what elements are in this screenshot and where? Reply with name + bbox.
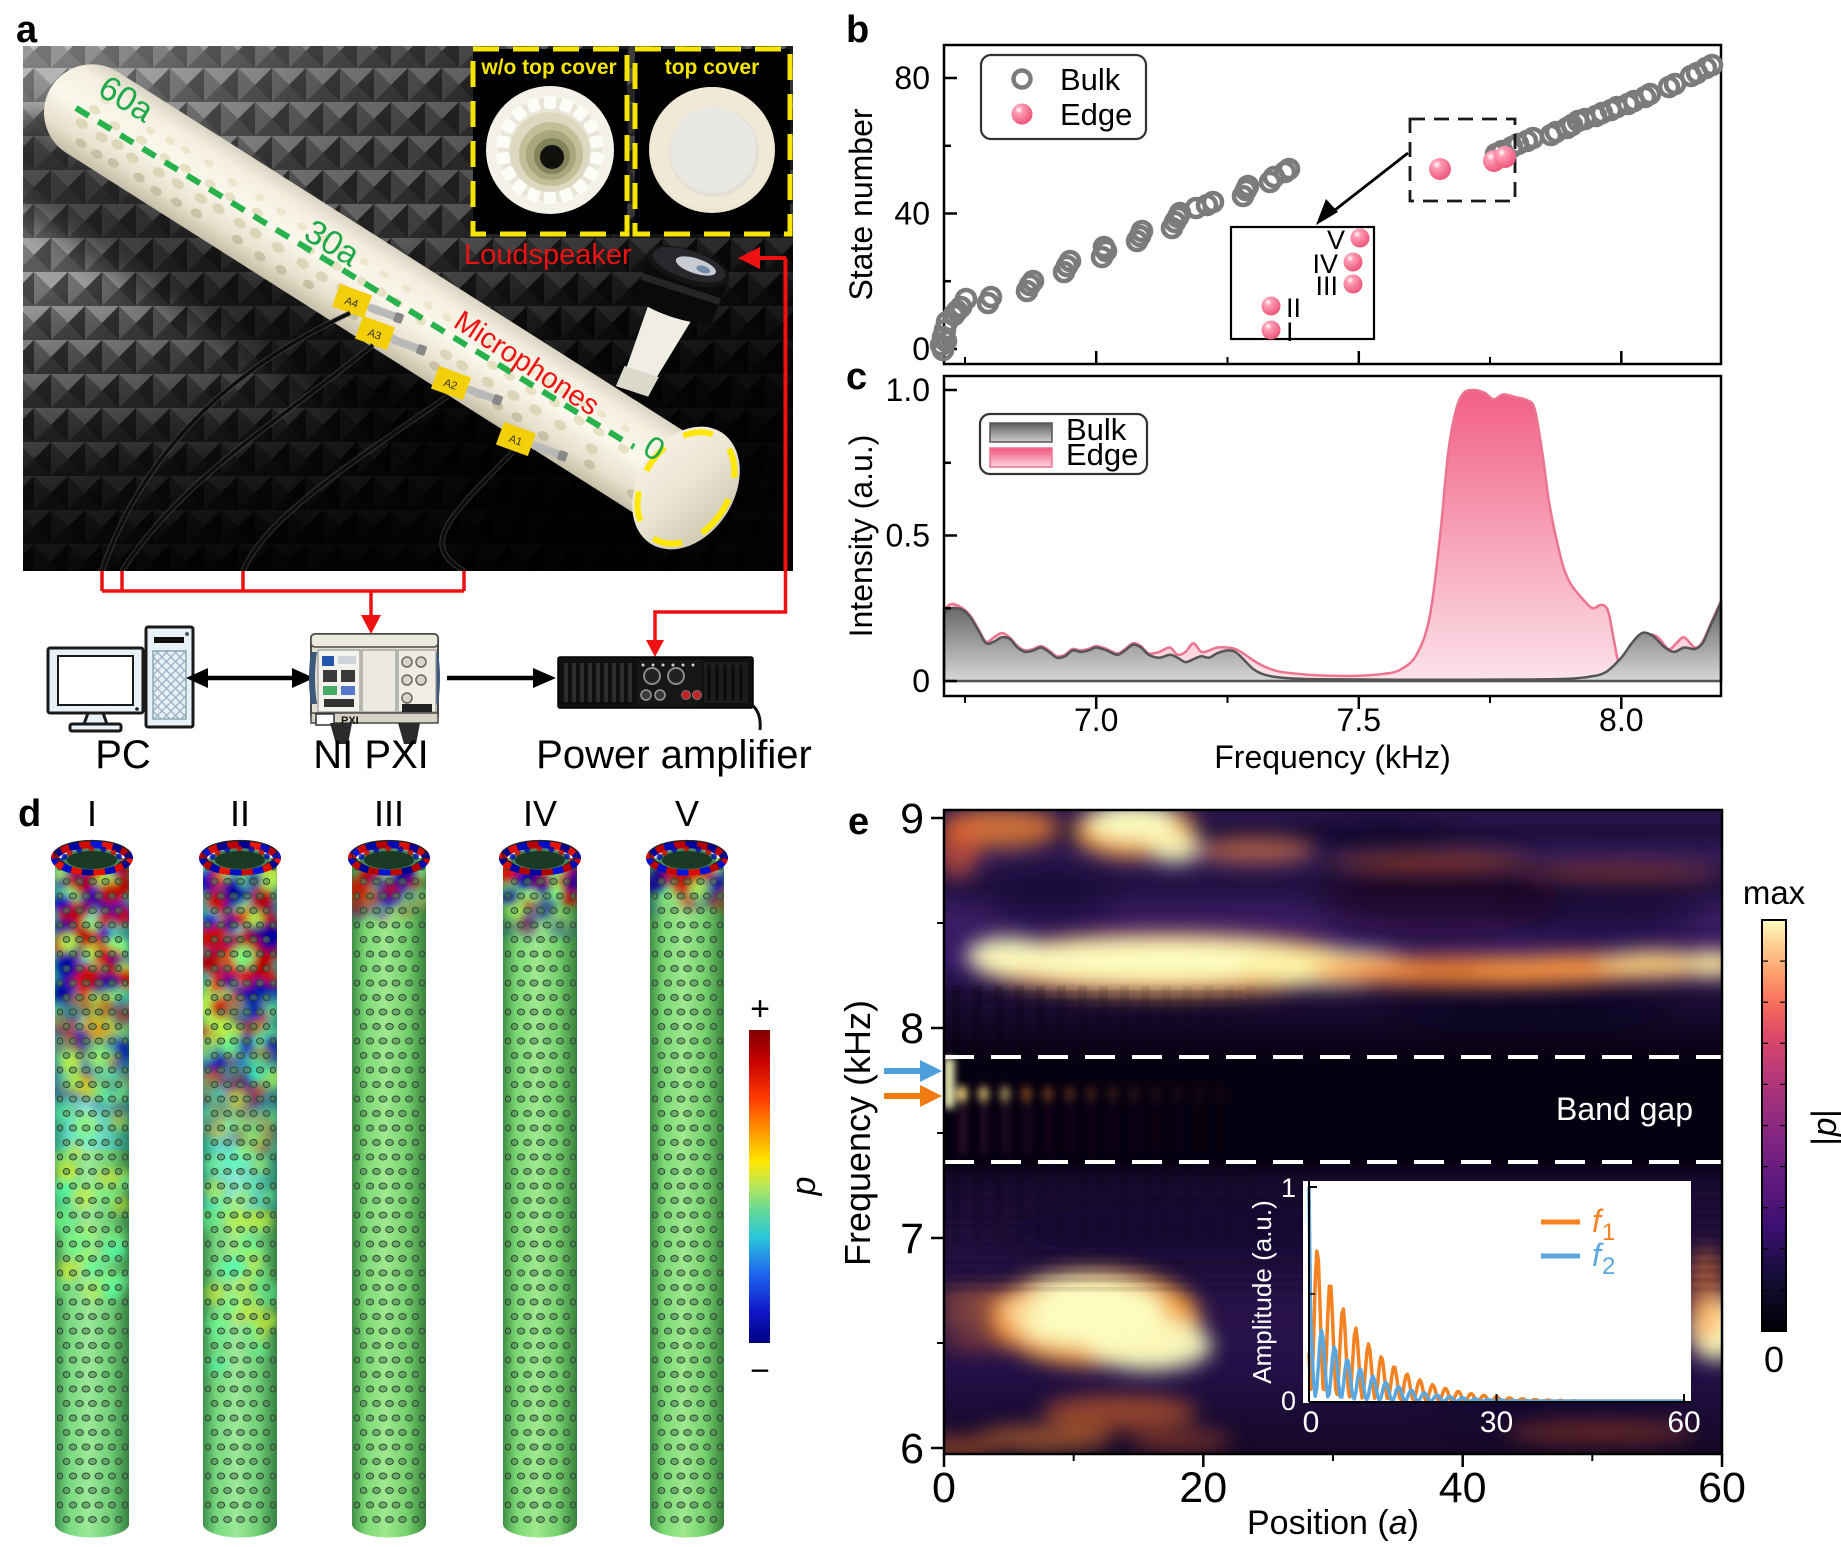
svg-text:Frequency (kHz): Frequency (kHz)	[1214, 739, 1451, 775]
svg-text:0: 0	[912, 331, 930, 367]
svg-text:Frequency (kHz): Frequency (kHz)	[837, 1000, 878, 1266]
svg-text:Bulk: Bulk	[1060, 62, 1121, 97]
svg-text:d: d	[789, 1177, 827, 1197]
svg-text:a: a	[16, 9, 38, 51]
svg-text:0: 0	[932, 1464, 956, 1512]
svg-text:Amplitude (a.u.): Amplitude (a.u.)	[1247, 1200, 1277, 1384]
svg-text:NI PXI: NI PXI	[313, 733, 429, 777]
svg-text:60: 60	[1667, 1406, 1700, 1439]
svg-text:II: II	[230, 793, 250, 834]
svg-text:A4: A4	[343, 295, 360, 311]
svg-text:0: 0	[1764, 1339, 1784, 1380]
svg-text:max: max	[1743, 874, 1806, 911]
svg-text:d: d	[18, 793, 41, 835]
svg-text:7: 7	[900, 1215, 924, 1263]
svg-text:IV: IV	[523, 793, 557, 834]
svg-text:b: b	[846, 9, 869, 51]
svg-text:|d|: |d|	[1810, 1109, 1841, 1146]
svg-text:V: V	[1327, 225, 1345, 255]
svg-text:A2: A2	[442, 377, 459, 393]
svg-text:State number: State number	[843, 108, 879, 300]
svg-text:Position (a): Position (a)	[1247, 1504, 1419, 1542]
svg-text:80: 80	[894, 60, 930, 96]
svg-text:II: II	[1286, 293, 1301, 323]
svg-text:9: 9	[900, 795, 924, 843]
svg-text:−: −	[750, 1352, 770, 1390]
svg-text:1: 1	[1602, 1219, 1615, 1246]
svg-text:0: 0	[912, 663, 930, 699]
svg-text:2: 2	[1602, 1253, 1615, 1280]
svg-text:30: 30	[1480, 1406, 1513, 1439]
svg-text:A3: A3	[366, 327, 383, 343]
svg-text:8: 8	[900, 1005, 924, 1053]
svg-text:1: 1	[1281, 1173, 1296, 1203]
svg-text:PC: PC	[95, 733, 151, 777]
svg-text:6: 6	[900, 1425, 924, 1473]
svg-text:Intensity (a.u.): Intensity (a.u.)	[843, 435, 879, 638]
svg-text:Loudspeaker: Loudspeaker	[464, 239, 632, 271]
svg-text:7.5: 7.5	[1337, 702, 1381, 738]
svg-text:V: V	[675, 793, 699, 834]
svg-text:7.0: 7.0	[1074, 702, 1118, 738]
svg-text:top cover: top cover	[665, 56, 760, 79]
svg-text:0.5: 0.5	[886, 518, 930, 554]
svg-text:8.0: 8.0	[1599, 702, 1643, 738]
svg-text:A1: A1	[507, 433, 524, 449]
svg-text:40: 40	[1439, 1464, 1487, 1512]
svg-text:Edge: Edge	[1066, 437, 1138, 472]
svg-text:1.0: 1.0	[886, 372, 930, 408]
svg-text:III: III	[1315, 271, 1338, 301]
svg-text:c: c	[846, 356, 867, 398]
svg-text:Band gap: Band gap	[1556, 1091, 1693, 1127]
svg-text:40: 40	[894, 196, 930, 232]
svg-text:0: 0	[1303, 1406, 1320, 1439]
svg-text:III: III	[374, 793, 404, 834]
svg-text:20: 20	[1179, 1464, 1227, 1512]
svg-text:w/o top cover: w/o top cover	[480, 56, 616, 79]
svg-text:Power amplifier: Power amplifier	[536, 733, 812, 777]
svg-text:I: I	[1286, 317, 1294, 347]
svg-text:60: 60	[1698, 1464, 1746, 1512]
svg-text:0: 0	[1281, 1386, 1296, 1416]
svg-text:Edge: Edge	[1060, 97, 1132, 132]
svg-text:IV: IV	[1312, 249, 1338, 279]
svg-text:+: +	[750, 990, 770, 1028]
svg-text:I: I	[87, 793, 97, 834]
svg-text:Bulk: Bulk	[1066, 412, 1127, 447]
svg-text:e: e	[848, 801, 869, 843]
